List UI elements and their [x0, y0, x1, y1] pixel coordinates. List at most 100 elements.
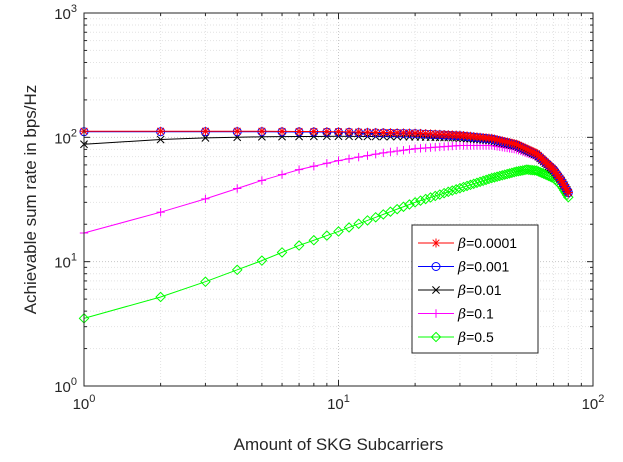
x-tick-label-exponent: 1 [344, 393, 350, 405]
data-point [392, 146, 402, 156]
y-tick-label-base: 10 [54, 379, 71, 396]
data-point [334, 127, 343, 137]
marker-diamond [434, 189, 446, 200]
marker-stroke [399, 129, 408, 137]
data-point [362, 127, 372, 137]
legend-value: =0.1 [466, 306, 494, 322]
legend-entry-4: β=0.1 [418, 306, 494, 323]
marker-stroke [411, 129, 419, 137]
series-1 [79, 126, 573, 197]
data-point [155, 291, 166, 303]
data-point [363, 151, 372, 160]
data-point [432, 286, 440, 294]
marker-diamond [474, 176, 486, 188]
marker-diamond [471, 177, 483, 189]
marker-diamond [477, 175, 489, 187]
data-point [511, 166, 522, 177]
legend-symbol: β [457, 236, 466, 252]
legend-symbol: β [457, 283, 466, 299]
data-point [431, 309, 441, 318]
data-point [343, 222, 355, 233]
marker-stroke [334, 128, 343, 136]
marker-diamond [362, 215, 373, 226]
marker-diamond [515, 165, 527, 177]
x-tick-label-base: 10 [327, 396, 344, 413]
data-point [487, 133, 497, 143]
data-point [529, 165, 540, 176]
marker-diamond [333, 226, 344, 237]
data-point [333, 226, 344, 237]
legend-symbol: β [457, 307, 466, 323]
legend-label: β=0.01 [457, 282, 502, 299]
y-tick-label-exponent: 3 [71, 3, 77, 15]
data-point [308, 234, 320, 246]
legend-symbol: β [457, 330, 466, 346]
data-point [399, 146, 408, 155]
data-point [322, 127, 332, 137]
y-tick-label: 101 [54, 252, 77, 272]
data-point [354, 127, 364, 137]
data-point [425, 192, 436, 203]
series-5 [78, 164, 574, 324]
data-point [534, 166, 546, 178]
marker-diamond [513, 165, 524, 177]
marker-diamond [293, 240, 305, 251]
data-point [200, 276, 211, 288]
marker-diamond [529, 165, 540, 176]
legend-value: =0.01 [466, 282, 502, 298]
data-point [446, 185, 458, 196]
marker-diamond [276, 247, 288, 258]
data-point [536, 167, 548, 179]
marker-stroke [372, 128, 380, 137]
data-point [563, 187, 573, 197]
data-point [379, 148, 388, 158]
x-tick-label: 102 [582, 393, 605, 413]
legend-label: β=0.5 [457, 329, 494, 346]
x-tick-label: 101 [327, 393, 350, 413]
marker-diamond [370, 211, 381, 223]
marker-diamond [442, 186, 454, 198]
marker-diamond [429, 190, 441, 202]
data-point [540, 169, 551, 180]
data-point [309, 162, 319, 171]
marker-diamond [540, 169, 551, 180]
data-point [415, 195, 426, 206]
marker-diamond [415, 195, 426, 206]
marker-diamond [308, 234, 320, 246]
marker-circle [431, 262, 441, 271]
marker-stroke [405, 129, 414, 137]
data-point [405, 145, 414, 154]
series-layer [78, 126, 574, 324]
marker-diamond [533, 166, 544, 177]
data-point [156, 126, 166, 136]
x-tick-label: 100 [73, 393, 96, 413]
data-point [385, 128, 395, 138]
marker-diamond [398, 201, 409, 213]
data-point [294, 126, 304, 136]
y-tick-label-base: 10 [54, 6, 71, 23]
data-point [431, 262, 441, 271]
legend-label: β=0.001 [457, 259, 510, 276]
data-point [309, 127, 319, 137]
marker-diamond [511, 166, 522, 177]
data-point [232, 126, 242, 136]
marker-diamond [404, 199, 415, 210]
x-tick-label-exponent: 2 [598, 393, 604, 405]
data-point [410, 128, 420, 138]
data-point [322, 159, 332, 168]
data-point [257, 126, 267, 136]
legend-symbol: β [457, 260, 466, 276]
marker-stroke [310, 127, 318, 136]
y-tick-label-exponent: 1 [71, 252, 77, 264]
legend-entry-1: β=0.0001 [418, 235, 517, 252]
data-point [200, 126, 210, 136]
marker-stroke [156, 135, 165, 144]
x-axis-label: Amount of SKG Subcarriers [234, 435, 444, 454]
data-point [370, 211, 381, 223]
marker-diamond [438, 187, 450, 199]
data-point [334, 156, 343, 165]
data-point [431, 238, 441, 248]
legend-entry-2: β=0.001 [418, 259, 510, 276]
